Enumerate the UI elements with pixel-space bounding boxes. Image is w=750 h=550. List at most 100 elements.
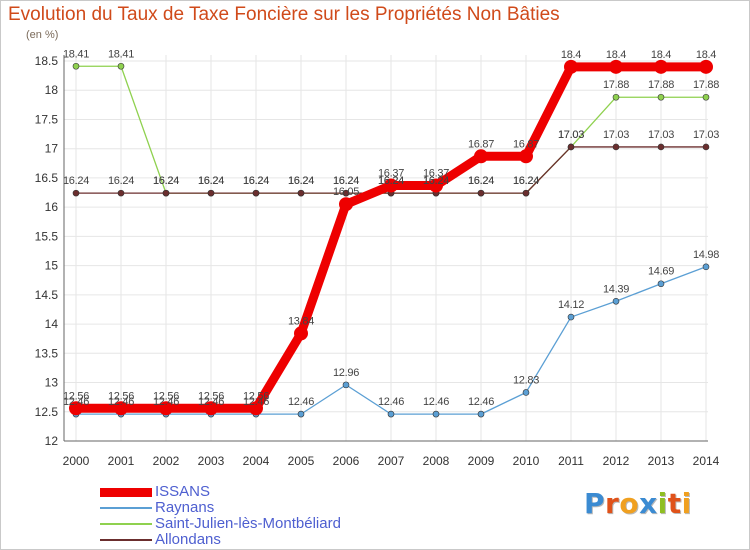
y-tick-label: 14 bbox=[45, 317, 59, 331]
x-tick-label: 2013 bbox=[648, 454, 675, 468]
data-label-issans: 12.56 bbox=[63, 390, 89, 402]
data-label-issans: 12.56 bbox=[153, 390, 179, 402]
data-point-issans bbox=[699, 59, 713, 74]
data-point-allondans bbox=[522, 189, 530, 197]
y-tick-label: 13 bbox=[45, 376, 59, 390]
data-label-issans: 12.56 bbox=[108, 390, 134, 402]
data-label-saint-julien-l-s-montb-liard: 17.03 bbox=[558, 129, 584, 141]
data-point-issans bbox=[654, 59, 668, 74]
logo-letter: t bbox=[667, 487, 682, 520]
x-tick-label: 2004 bbox=[243, 454, 270, 468]
plot-area bbox=[64, 55, 708, 441]
data-label-raynans: 12.96 bbox=[333, 367, 359, 379]
data-point-allondans bbox=[117, 189, 125, 197]
legend-swatch-issans bbox=[100, 487, 152, 497]
legend-swatch-saint-julien-l-s-montb-liard bbox=[100, 523, 152, 525]
y-tick-label: 13.5 bbox=[35, 346, 59, 360]
data-point-saint-julien-l-s-montb-liard bbox=[72, 62, 80, 70]
data-label-issans: 12.56 bbox=[198, 390, 224, 402]
data-label-allondans: 16.24 bbox=[333, 175, 359, 187]
data-point-issans bbox=[339, 197, 353, 212]
data-label-saint-julien-l-s-montb-liard: 16.24 bbox=[243, 175, 269, 187]
legend-label-saint-julien-l-s-montb-liard: Saint-Julien-lès-Montbéliard bbox=[155, 515, 341, 532]
y-tick-label: 17 bbox=[45, 142, 59, 156]
data-label-raynans: 12.46 bbox=[108, 396, 134, 408]
data-point-allondans bbox=[657, 143, 665, 151]
logo-letter: i bbox=[657, 487, 668, 520]
data-label-issans: 16.37 bbox=[423, 168, 449, 180]
data-label-allondans: 16.24 bbox=[468, 175, 494, 187]
data-point-issans bbox=[114, 401, 128, 416]
proxiti-logo: Proxiti bbox=[584, 487, 692, 520]
x-tick-label: 2012 bbox=[603, 454, 630, 468]
data-label-raynans: 14.12 bbox=[558, 299, 584, 311]
logo-letter: i bbox=[681, 487, 692, 520]
x-tick-label: 2014 bbox=[693, 454, 720, 468]
data-label-raynans: 12.46 bbox=[63, 396, 89, 408]
data-label-allondans: 17.03 bbox=[693, 129, 719, 141]
data-point-allondans bbox=[207, 189, 215, 197]
data-label-saint-julien-l-s-montb-liard: 17.88 bbox=[603, 79, 629, 91]
y-tick-label: 15.5 bbox=[35, 229, 59, 243]
chart-legend: ISSANS Raynans Saint-Julien-lès-Montbéliar… bbox=[100, 484, 400, 548]
legend-label-allondans: Allondans bbox=[155, 531, 221, 548]
data-label-raynans: 12.46 bbox=[468, 396, 494, 408]
x-tick-label: 2002 bbox=[153, 454, 180, 468]
data-label-raynans: 12.46 bbox=[198, 396, 224, 408]
data-label-issans: 16.05 bbox=[333, 186, 359, 198]
data-label-raynans: 12.46 bbox=[153, 396, 179, 408]
data-label-allondans: 16.24 bbox=[108, 175, 134, 187]
legend-item-allondans: Allondans bbox=[100, 532, 400, 548]
data-point-saint-julien-l-s-montb-liard bbox=[657, 93, 665, 101]
data-point-raynans bbox=[342, 381, 350, 389]
data-label-raynans: 14.39 bbox=[603, 283, 629, 295]
data-label-saint-julien-l-s-montb-liard: 16.24 bbox=[153, 175, 179, 187]
x-tick-label: 2010 bbox=[513, 454, 540, 468]
logo-letter: o bbox=[619, 487, 640, 520]
y-tick-label: 17.5 bbox=[35, 112, 59, 126]
x-tick-label: 2009 bbox=[468, 454, 495, 468]
data-label-issans: 18.4 bbox=[696, 49, 716, 61]
data-point-issans bbox=[384, 178, 398, 193]
data-label-saint-julien-l-s-montb-liard: 16.24 bbox=[333, 175, 359, 187]
data-point-saint-julien-l-s-montb-liard bbox=[702, 93, 710, 101]
data-label-allondans: 16.24 bbox=[288, 175, 314, 187]
data-label-saint-julien-l-s-montb-liard: 17.88 bbox=[693, 79, 719, 91]
data-label-raynans: 12.83 bbox=[513, 374, 539, 386]
data-label-allondans: 16.24 bbox=[243, 175, 269, 187]
data-point-raynans bbox=[432, 410, 440, 418]
x-tick-label: 2000 bbox=[63, 454, 90, 468]
legend-label-raynans: Raynans bbox=[155, 499, 215, 516]
data-label-issans: 18.4 bbox=[651, 49, 671, 61]
legend-item-raynans: Raynans bbox=[100, 500, 400, 516]
data-point-raynans bbox=[612, 297, 620, 305]
data-point-issans bbox=[519, 149, 533, 164]
data-label-saint-julien-l-s-montb-liard: 16.24 bbox=[198, 175, 224, 187]
data-label-allondans: 16.24 bbox=[153, 175, 179, 187]
data-label-issans: 16.87 bbox=[468, 138, 494, 150]
data-point-issans bbox=[249, 401, 263, 416]
data-point-allondans bbox=[702, 143, 710, 151]
data-point-issans bbox=[429, 178, 443, 193]
data-point-allondans bbox=[477, 189, 485, 197]
legend-item-issans: ISSANS bbox=[100, 484, 400, 500]
data-label-raynans: 12.46 bbox=[243, 396, 269, 408]
data-label-saint-julien-l-s-montb-liard: 16.24 bbox=[513, 175, 539, 187]
data-point-issans bbox=[204, 401, 218, 416]
data-label-raynans: 12.46 bbox=[378, 396, 404, 408]
data-label-issans: 16.87 bbox=[513, 138, 539, 150]
data-point-raynans bbox=[522, 389, 530, 396]
x-tick-label: 2001 bbox=[108, 454, 135, 468]
data-label-allondans: 17.03 bbox=[603, 129, 629, 141]
data-label-allondans: 17.03 bbox=[558, 129, 584, 141]
legend-label-issans: ISSANS bbox=[155, 483, 211, 500]
data-point-raynans bbox=[567, 313, 575, 321]
data-point-allondans bbox=[162, 189, 170, 197]
data-label-saint-julien-l-s-montb-liard: 16.24 bbox=[468, 175, 494, 187]
data-point-allondans bbox=[252, 189, 260, 197]
data-point-allondans bbox=[567, 143, 575, 151]
x-tick-label: 2007 bbox=[378, 454, 405, 468]
y-tick-label: 16.5 bbox=[35, 171, 59, 185]
data-point-raynans bbox=[657, 280, 665, 288]
